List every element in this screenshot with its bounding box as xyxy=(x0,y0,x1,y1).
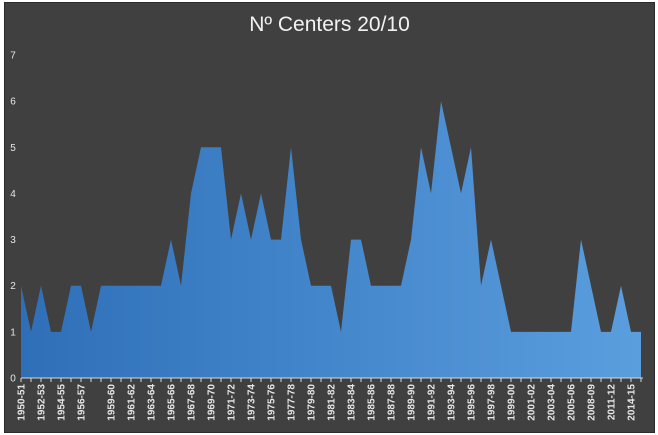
x-tick-label: 1954-55 xyxy=(57,384,68,421)
x-tick-label: 1981-82 xyxy=(327,384,338,421)
chart-title: Nº Centers 20/10 xyxy=(249,13,410,36)
x-tick-label: 2001-02 xyxy=(527,384,538,421)
chart-container: Nº Centers 20/10 0 1 2 3 4 5 6 7 1950-51 1952-53 1… xyxy=(4,2,655,433)
y-tick-label: 2 xyxy=(10,281,16,292)
x-tick-label: 1989-90 xyxy=(407,384,418,421)
x-tick-label: 1991-92 xyxy=(427,384,438,421)
x-tick-label: 1985-86 xyxy=(367,384,378,421)
x-tick-label: 1999-00 xyxy=(507,384,518,421)
x-tick-label: 1993-94 xyxy=(447,384,458,421)
x-tick-label: 1997-98 xyxy=(487,384,498,421)
y-tick-label: 7 xyxy=(10,51,16,62)
x-tick-label: 2014-15 xyxy=(627,384,638,421)
x-tick-label: 1959-60 xyxy=(107,384,118,421)
chart-plot: 0 1 2 3 4 5 6 7 1950-51 1952-53 1954-55 1956-57 1959… xyxy=(10,51,643,421)
x-tick-label: 1969-70 xyxy=(207,384,218,421)
y-tick-label: 1 xyxy=(10,327,16,338)
x-tick-label: 1973-74 xyxy=(247,384,258,421)
x-tick-label: 1977-78 xyxy=(287,384,298,421)
x-tick-label: 1971-72 xyxy=(227,384,238,421)
x-tick-label: 2003-04 xyxy=(547,384,558,421)
x-tick-label: 1950-51 xyxy=(17,384,28,421)
x-tick-label: 2011-12 xyxy=(607,384,618,421)
x-tick-label: 1952-53 xyxy=(37,384,48,421)
x-tick-label: 1979-80 xyxy=(307,384,318,421)
y-tick-label: 4 xyxy=(10,189,16,200)
x-tick-label: 2005-06 xyxy=(567,384,578,421)
x-tick-label: 1967-68 xyxy=(187,384,198,421)
x-tick-label: 1956-57 xyxy=(77,384,88,421)
x-tick-label: 1995-96 xyxy=(467,384,478,421)
x-tick-label: 1975-76 xyxy=(267,384,278,421)
y-tick-label: 5 xyxy=(10,143,16,154)
x-tick-label: 1987-88 xyxy=(387,384,398,421)
area-series xyxy=(21,101,641,378)
x-tick-label: 1963-64 xyxy=(147,384,158,421)
x-tick-label: 1961-62 xyxy=(127,384,138,421)
x-tick-label: 1983-84 xyxy=(347,384,358,421)
y-tick-label: 6 xyxy=(10,97,16,108)
x-tick-label: 1965-66 xyxy=(167,384,178,421)
x-tick-label: 2008-09 xyxy=(587,384,598,421)
y-tick-label: 0 xyxy=(10,374,16,385)
y-tick-label: 3 xyxy=(10,235,16,246)
